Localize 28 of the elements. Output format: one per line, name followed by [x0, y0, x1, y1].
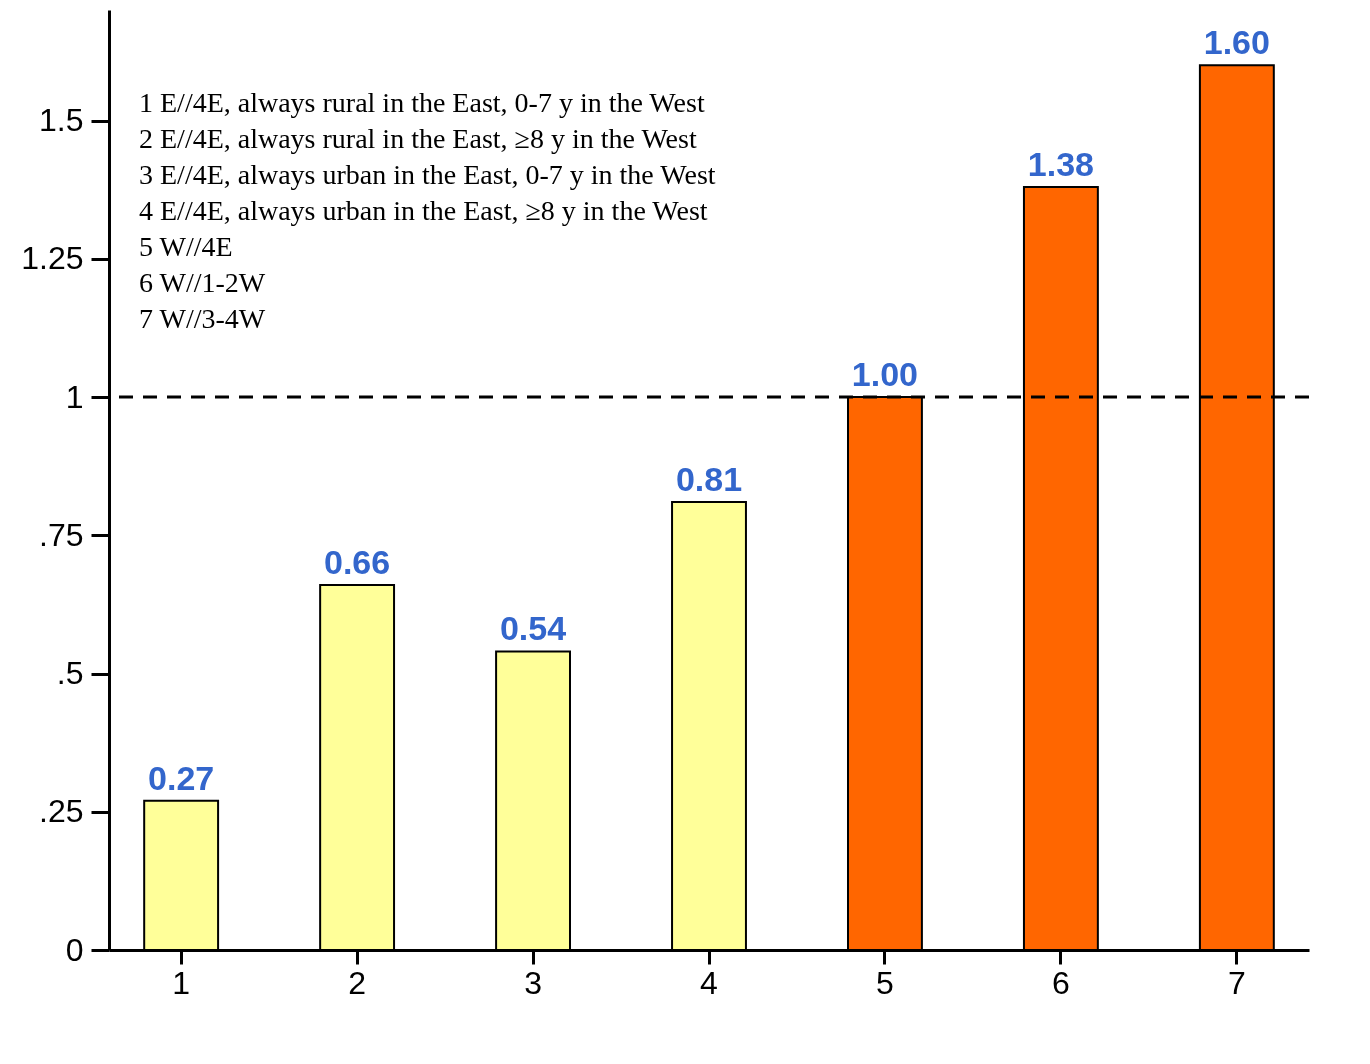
annotation: 7 W//3-4W: [139, 303, 266, 334]
annotation: 3 E//4E, always urban in the East, 0-7 y in the West: [139, 159, 716, 190]
x-tick-label: 3: [524, 964, 542, 1001]
data-label: 1.38: [1027, 144, 1094, 183]
annotation: 4 E//4E, always urban in the East, ≥8 y in the West: [139, 195, 708, 226]
y-tick-label: .25: [39, 793, 84, 830]
y-tick-label: .75: [39, 516, 84, 553]
x-tick-label: 6: [1052, 964, 1070, 1001]
annotation: 6 W//1-2W: [139, 267, 266, 298]
x-tick-label: 5: [876, 964, 894, 1001]
x-tick-label: 4: [700, 964, 718, 1001]
data-label: 0.66: [324, 543, 391, 582]
y-tick-label: 1: [65, 378, 84, 415]
x-tick-label: 1: [172, 964, 191, 1001]
data-label: 1.00: [851, 355, 919, 394]
data-label: 0.81: [675, 460, 743, 499]
annotation: 1 E//4E, always rural in the East, 0-7 y in the West: [139, 87, 705, 118]
annotation: 5 W//4E: [139, 231, 233, 262]
annotation: 2 E//4E, always rural in the East, ≥8 y in the West: [139, 123, 697, 154]
data-label: 0.27: [148, 758, 215, 797]
data-label: 1.60: [1203, 23, 1270, 62]
data-label: 0.54: [499, 609, 567, 648]
y-tick-label: 1.25: [21, 240, 84, 277]
y-tick-label: .5: [56, 655, 84, 692]
y-tick-label: 0: [65, 931, 84, 968]
x-tick-label: 7: [1227, 964, 1246, 1001]
x-tick-label: 2: [348, 964, 366, 1001]
y-tick-label: 1.5: [39, 102, 84, 139]
